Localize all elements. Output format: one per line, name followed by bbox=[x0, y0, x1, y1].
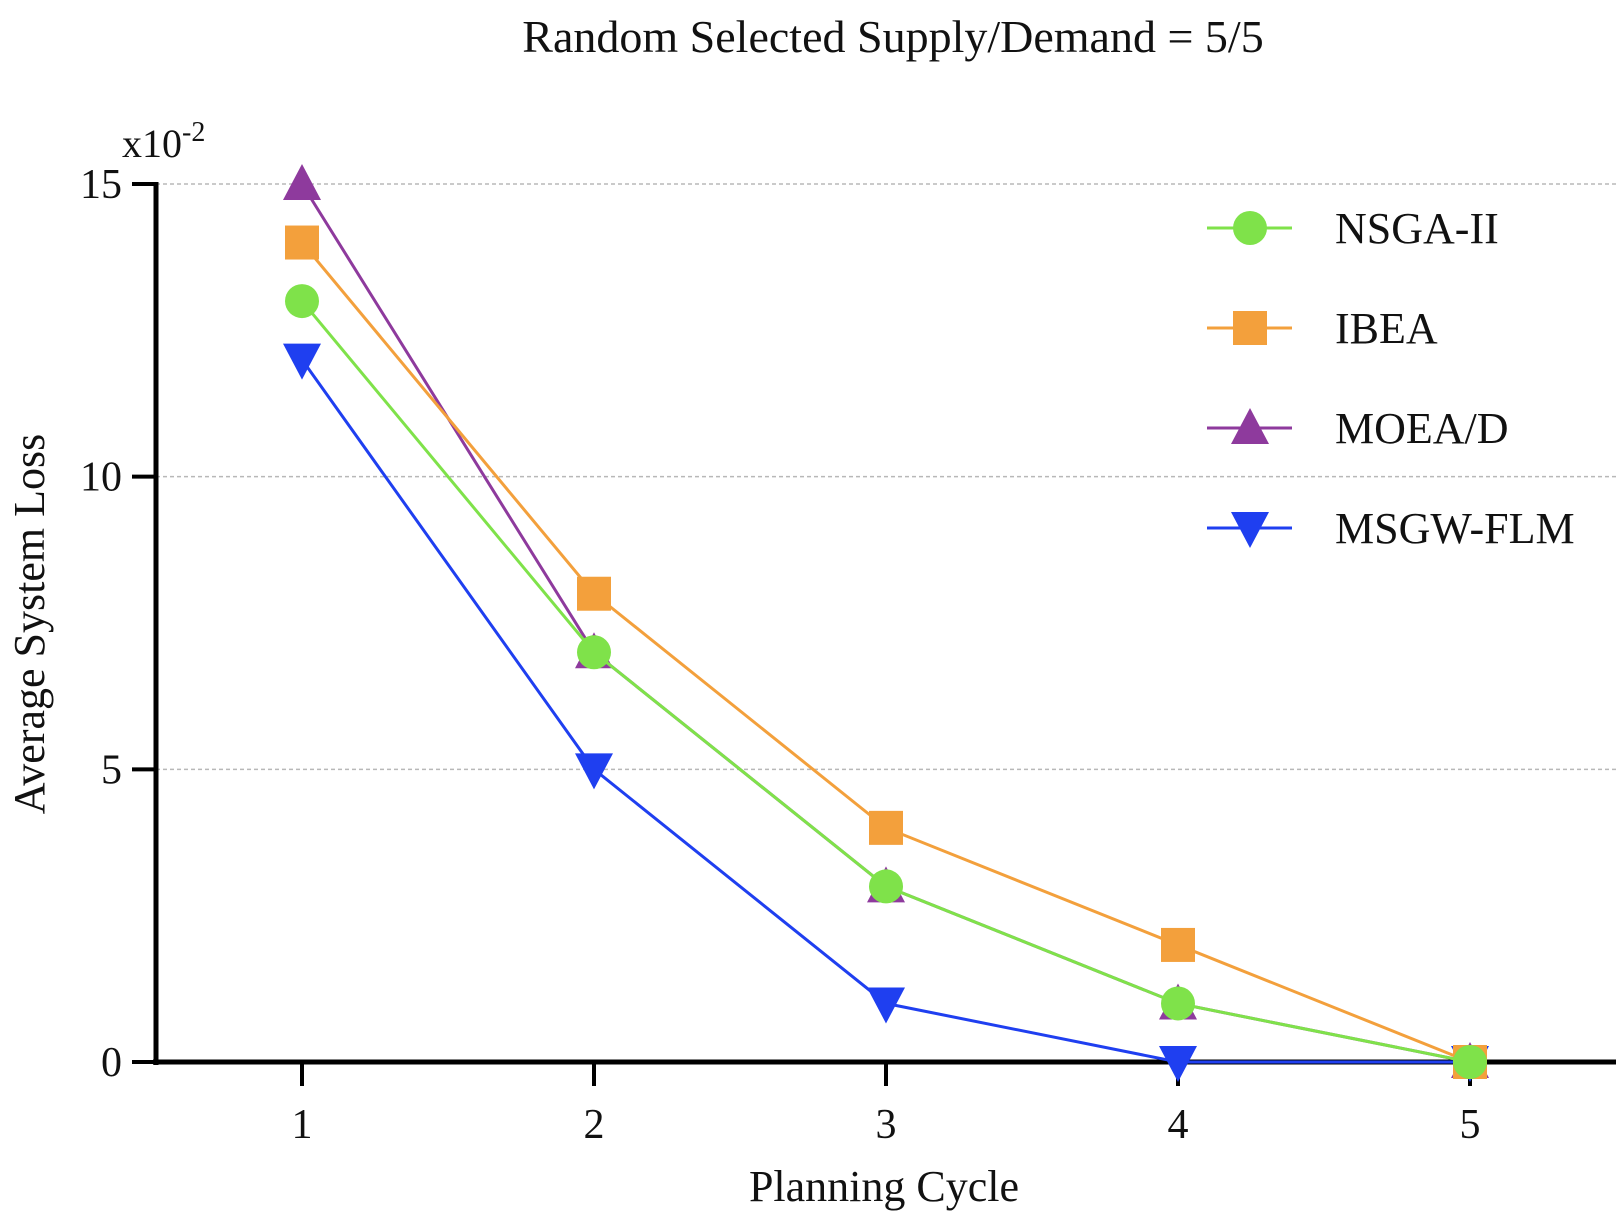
series-msgw-flm bbox=[283, 343, 1489, 1082]
point-ibea-4 bbox=[1161, 927, 1195, 962]
point-moea-d-1 bbox=[283, 164, 321, 200]
point-msgw-flm-4 bbox=[1159, 1046, 1197, 1082]
series bbox=[283, 164, 1489, 1082]
series-nsga-ii bbox=[285, 284, 1487, 1079]
point-nsga-ii-3 bbox=[869, 869, 903, 904]
legend-label-moea-d: MOEA/D bbox=[1335, 404, 1509, 453]
series-line-moea-d bbox=[300, 183, 1471, 1064]
point-nsga-ii-5 bbox=[1453, 1045, 1487, 1079]
series-line-ibea bbox=[300, 241, 1471, 1064]
chart-title: Random Selected Supply/Demand = 5/5 bbox=[522, 11, 1263, 62]
legend-marker-nsga-ii bbox=[1233, 211, 1267, 245]
legend: NSGA-II IBEA MOEA/D MSGW-FLM bbox=[1207, 204, 1575, 553]
point-ibea-1 bbox=[285, 225, 319, 260]
legend-marker-moea-d bbox=[1231, 408, 1269, 444]
y-tick-label-5: 5 bbox=[101, 747, 122, 793]
svg-text:x10-2: x10-2 bbox=[122, 117, 205, 166]
point-msgw-flm-2 bbox=[575, 753, 613, 790]
series-line-nsga-ii bbox=[300, 300, 1471, 1064]
x-tick-label-5: 5 bbox=[1460, 1102, 1481, 1148]
legend-marker-ibea bbox=[1233, 311, 1267, 345]
x-tick-label-4: 4 bbox=[1168, 1102, 1189, 1148]
axes: 0 5 10 15 1 2 3 4 5 bbox=[80, 162, 1616, 1148]
point-ibea-2 bbox=[577, 576, 611, 611]
legend-marker-msgw-flm bbox=[1231, 512, 1269, 548]
series-moea-d bbox=[283, 164, 1489, 1078]
legend-label-nsga-ii: NSGA-II bbox=[1335, 204, 1499, 253]
y-tick-label-0: 0 bbox=[101, 1040, 122, 1086]
y-axis-label: Average System Loss bbox=[5, 434, 54, 814]
x-tick-label-2: 2 bbox=[584, 1102, 605, 1148]
point-msgw-flm-1 bbox=[283, 343, 321, 380]
point-nsga-ii-2 bbox=[577, 635, 611, 670]
y-tick-label-10: 10 bbox=[80, 455, 122, 501]
point-msgw-flm-3 bbox=[867, 987, 905, 1024]
x-axis-label: Planning Cycle bbox=[749, 1162, 1019, 1211]
y-scale-label: x10-2 bbox=[122, 117, 205, 166]
grid bbox=[156, 183, 1616, 771]
legend-label-msgw-flm: MSGW-FLM bbox=[1335, 504, 1575, 553]
y-tick-label-15: 15 bbox=[80, 162, 122, 208]
legend-item-moea-d: MOEA/D bbox=[1207, 404, 1509, 453]
point-nsga-ii-1 bbox=[285, 284, 319, 319]
x-tick-label-1: 1 bbox=[292, 1102, 313, 1148]
legend-item-msgw-flm: MSGW-FLM bbox=[1207, 504, 1575, 553]
legend-label-ibea: IBEA bbox=[1335, 304, 1438, 353]
point-ibea-3 bbox=[869, 810, 903, 845]
point-nsga-ii-4 bbox=[1161, 986, 1195, 1021]
x-tick-label-3: 3 bbox=[876, 1102, 897, 1148]
series-ibea bbox=[285, 225, 1487, 1079]
legend-item-ibea: IBEA bbox=[1207, 304, 1438, 353]
legend-item-nsga-ii: NSGA-II bbox=[1207, 204, 1499, 253]
